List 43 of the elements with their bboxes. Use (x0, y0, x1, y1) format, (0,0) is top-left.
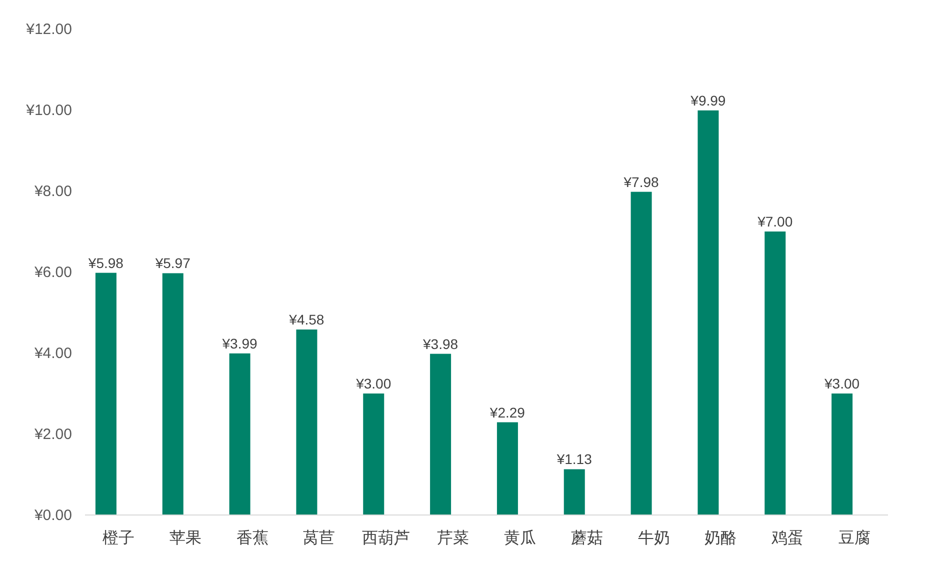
bar (832, 394, 853, 515)
data-label: ¥7.00 (756, 214, 793, 230)
data-label: ¥4.58 (288, 312, 324, 328)
data-label: ¥5.98 (87, 254, 124, 271)
bar (229, 353, 250, 515)
bar (95, 272, 116, 515)
data-label: ¥5.97 (154, 255, 191, 272)
bar (162, 273, 184, 515)
bar (630, 192, 652, 515)
y-tick-label: ¥10.00 (25, 102, 72, 119)
x-tick-label: 蘑菇 (570, 529, 603, 547)
y-tick-label: ¥6.00 (33, 264, 72, 281)
data-label: ¥2.29 (488, 404, 526, 420)
x-tick-label: 芹菜 (437, 529, 470, 547)
data-label: ¥3.99 (221, 335, 258, 352)
x-tick-label: 牛奶 (638, 529, 670, 547)
y-tick-label: ¥4.00 (33, 345, 72, 362)
data-label: ¥9.99 (690, 92, 726, 108)
x-tick-label: 橙子 (102, 529, 134, 547)
bar (363, 394, 384, 515)
y-tick-label: ¥12.00 (25, 21, 72, 38)
y-tick-label: ¥8.00 (33, 183, 72, 200)
x-tick-label: 豆腐 (838, 529, 871, 547)
x-tick-label: 奶酪 (704, 530, 737, 547)
data-label: ¥7.98 (622, 174, 660, 190)
bar (296, 330, 318, 515)
bar (496, 422, 518, 515)
y-tick-label: ¥2.00 (33, 426, 72, 443)
bar (430, 354, 452, 515)
data-label: ¥3.00 (355, 376, 392, 392)
bar (698, 110, 719, 515)
x-tick-label: 黄瓜 (504, 529, 536, 547)
data-label: ¥1.13 (556, 451, 592, 468)
x-tick-label: 香蕉 (236, 529, 268, 547)
x-tick-label: 鸡蛋 (770, 530, 804, 547)
bar (564, 469, 585, 515)
x-tick-label: 西葫芦 (362, 529, 410, 547)
data-label: ¥3.98 (422, 336, 458, 352)
bar (764, 232, 786, 515)
data-label: ¥3.00 (824, 376, 860, 392)
y-tick-label: ¥0.00 (33, 507, 72, 524)
x-tick-label: 莴苣 (303, 529, 336, 547)
x-tick-label: 苹果 (169, 529, 202, 547)
